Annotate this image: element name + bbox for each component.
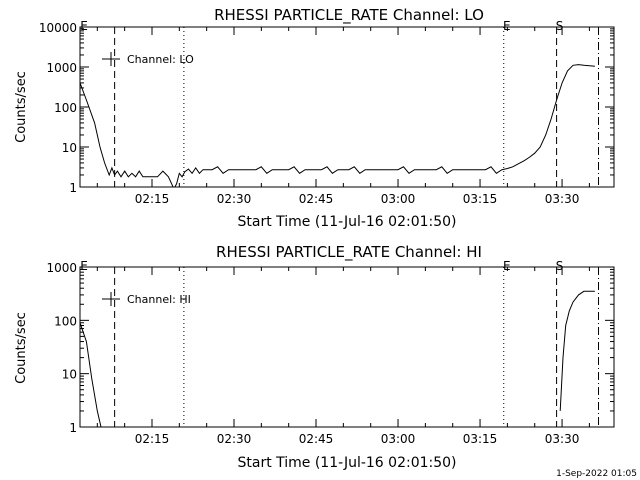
x-tick-label: 02:45 [299,192,334,206]
legend-label: Channel: LO [127,53,194,66]
legend: Channel: LO [102,52,194,66]
x-tick-label: 03:15 [463,432,498,446]
x-tick-label: 02:30 [217,432,252,446]
x-axis-label: Start Time (11-Jul-16 02:01:50) [237,455,456,471]
legend-label: Channel: HI [127,293,191,306]
date-stamp: 1-Sep-2022 01:05 [556,469,637,479]
marker-label: S [556,259,564,273]
marker-label: E [80,259,88,273]
chart-title: RHESSI PARTICLE_RATE Channel: LO [214,6,484,25]
y-tick-label: 10 [62,141,77,155]
chart-lo: RHESSI PARTICLE_RATE Channel: LO Counts/… [14,6,615,230]
x-tick-label: 02:15 [135,192,170,206]
x-tick-label: 03:00 [381,432,416,446]
chart-hi: RHESSI PARTICLE_RATE Channel: HI Counts/… [14,243,615,471]
y-axis-label: Counts/sec [14,71,29,143]
y-tick-label: 1 [69,421,77,435]
y-tick-label: 1 [69,181,77,195]
x-tick-label: 02:15 [135,432,170,446]
x-tick-label: 03:30 [545,432,580,446]
x-tick-label: 02:30 [217,192,252,206]
series-line [559,290,595,411]
marker-label: S [556,19,564,33]
y-tick-label: 10 [62,368,77,382]
y-tick-label: 1000 [46,261,77,275]
marker-label: E [503,259,511,273]
x-tick-label: 02:45 [299,432,334,446]
y-tick-label: 100 [54,101,77,115]
x-tick-label: 03:30 [545,192,580,206]
y-tick-label: 1000 [46,61,77,75]
series-line [80,322,102,427]
x-tick-label: 03:00 [381,192,416,206]
y-tick-label: 100 [54,314,77,328]
marker-label: E [80,19,88,33]
legend: Channel: HI [102,292,191,306]
series-line [80,64,595,187]
marker-label: E [503,19,511,33]
x-tick-label: 03:15 [463,192,498,206]
x-axis-label: Start Time (11-Jul-16 02:01:50) [237,214,456,230]
y-tick-label: 10000 [39,21,77,35]
chart-title: RHESSI PARTICLE_RATE Channel: HI [216,243,482,262]
plot-frame [79,26,615,188]
plot-frame [79,266,615,428]
y-axis-label: Counts/sec [14,312,29,384]
